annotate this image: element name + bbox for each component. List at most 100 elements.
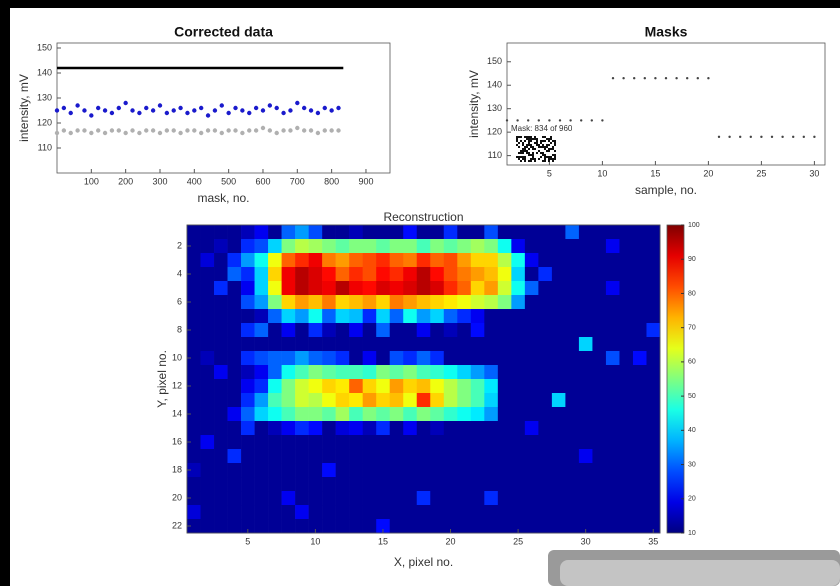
- data-point: [199, 106, 203, 110]
- heat-cell: [646, 351, 660, 365]
- data-point: [261, 126, 265, 130]
- heat-cell: [457, 449, 471, 463]
- heat-cell: [322, 267, 336, 281]
- heat-cell: [241, 351, 255, 365]
- y-tick-label: 6: [177, 296, 182, 306]
- heat-cell: [336, 421, 350, 435]
- heat-cell: [349, 281, 363, 295]
- heat-cell: [309, 267, 323, 281]
- heat-cell: [498, 323, 512, 337]
- heat-cell: [228, 295, 242, 309]
- data-point: [254, 128, 258, 132]
- mask-pixel: [534, 158, 536, 160]
- heat-cell: [282, 435, 296, 449]
- heat-cell: [619, 379, 633, 393]
- heat-cell: [619, 393, 633, 407]
- heat-cell: [525, 491, 539, 505]
- heat-cell: [606, 281, 620, 295]
- mask-pixel: [522, 152, 524, 154]
- heat-cell: [471, 253, 485, 267]
- heat-cell: [390, 281, 404, 295]
- x-tick-label: 25: [513, 536, 523, 546]
- heat-cell: [538, 505, 552, 519]
- data-point: [686, 77, 688, 79]
- heat-cell: [592, 393, 606, 407]
- heat-cell: [282, 253, 296, 267]
- heat-cell: [498, 225, 512, 239]
- mask-annotation: Mask: 834 of 960: [511, 124, 573, 133]
- heat-cell: [552, 337, 566, 351]
- heat-cell: [322, 281, 336, 295]
- heat-cell: [187, 421, 201, 435]
- heat-cell: [457, 295, 471, 309]
- heat-cell: [214, 309, 228, 323]
- heat-cell: [538, 477, 552, 491]
- heat-cell: [444, 505, 458, 519]
- heat-cell: [592, 253, 606, 267]
- heat-cell: [619, 463, 633, 477]
- heat-cell: [268, 519, 282, 533]
- heat-cell: [214, 393, 228, 407]
- heat-cell: [417, 491, 431, 505]
- heat-cell: [322, 379, 336, 393]
- mask-pixel: [534, 136, 536, 138]
- heat-cell: [363, 477, 377, 491]
- x-tick-label: 20: [703, 168, 713, 178]
- heat-cell: [214, 421, 228, 435]
- heat-cell: [538, 267, 552, 281]
- mask-pixel: [540, 156, 542, 158]
- heat-cell: [538, 239, 552, 253]
- heat-cell: [619, 421, 633, 435]
- data-point: [172, 128, 176, 132]
- heat-cell: [457, 421, 471, 435]
- heat-cell: [646, 239, 660, 253]
- heat-cell: [552, 253, 566, 267]
- heat-cell: [444, 407, 458, 421]
- data-point: [548, 119, 550, 121]
- heat-cell: [214, 295, 228, 309]
- data-point: [329, 128, 333, 132]
- heat-cell: [471, 337, 485, 351]
- heat-cell: [282, 463, 296, 477]
- data-point: [323, 128, 327, 132]
- data-point: [213, 108, 217, 112]
- heat-cell: [201, 463, 215, 477]
- heat-cell: [295, 351, 309, 365]
- mask-pixel: [528, 148, 530, 150]
- heat-cell: [403, 267, 417, 281]
- mask-pixel: [532, 146, 534, 148]
- heat-cell: [633, 225, 647, 239]
- heat-cell: [282, 225, 296, 239]
- heat-cell: [471, 519, 485, 533]
- heat-cell: [471, 351, 485, 365]
- heat-cell: [430, 337, 444, 351]
- heat-cell: [282, 393, 296, 407]
- mask-pixel: [518, 158, 520, 160]
- heat-cell: [417, 225, 431, 239]
- mask-pixel: [538, 146, 540, 148]
- mask-pixel: [522, 144, 524, 146]
- heat-cell: [390, 505, 404, 519]
- heat-cell: [349, 393, 363, 407]
- mask-pixel: [534, 138, 536, 140]
- heat-cell: [268, 449, 282, 463]
- heat-cell: [471, 393, 485, 407]
- heat-cell: [349, 449, 363, 463]
- heat-cell: [606, 239, 620, 253]
- heat-cell: [417, 477, 431, 491]
- heat-cell: [363, 407, 377, 421]
- data-point: [172, 108, 176, 112]
- mask-pixel: [518, 136, 520, 138]
- heat-cell: [349, 407, 363, 421]
- heat-cell: [228, 449, 242, 463]
- heat-cell: [336, 435, 350, 449]
- heat-cell: [592, 407, 606, 421]
- heat-cell: [565, 351, 579, 365]
- data-point: [62, 128, 66, 132]
- heat-cell: [538, 281, 552, 295]
- heat-cell: [403, 281, 417, 295]
- heat-cell: [579, 463, 593, 477]
- heat-cell: [295, 519, 309, 533]
- heat-cell: [646, 365, 660, 379]
- heat-cell: [255, 337, 269, 351]
